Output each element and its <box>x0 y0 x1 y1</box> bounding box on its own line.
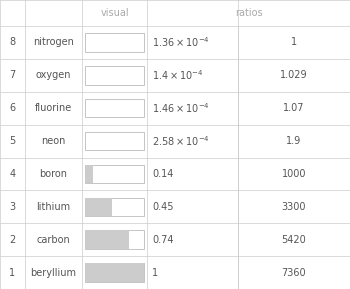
Text: 1: 1 <box>291 38 297 47</box>
Text: $1.46\times10^{-4}$: $1.46\times10^{-4}$ <box>152 101 210 115</box>
Bar <box>85 263 144 282</box>
Text: 1: 1 <box>152 268 158 277</box>
Text: boron: boron <box>39 169 67 179</box>
Bar <box>85 231 144 249</box>
Text: carbon: carbon <box>36 235 70 245</box>
Text: neon: neon <box>41 136 65 146</box>
Text: 0.45: 0.45 <box>152 202 174 212</box>
Text: 1.07: 1.07 <box>283 103 305 113</box>
Text: 4: 4 <box>9 169 15 179</box>
Bar <box>85 165 144 183</box>
Bar <box>85 263 144 282</box>
Text: 3300: 3300 <box>282 202 306 212</box>
Text: nitrogen: nitrogen <box>33 38 74 47</box>
Text: 3: 3 <box>9 202 15 212</box>
Bar <box>85 66 144 84</box>
Text: 8: 8 <box>9 38 15 47</box>
Text: 6: 6 <box>9 103 15 113</box>
Text: 0.74: 0.74 <box>152 235 174 245</box>
Text: 7360: 7360 <box>282 268 306 277</box>
Text: $2.58\times10^{-4}$: $2.58\times10^{-4}$ <box>152 134 210 148</box>
Text: 0.14: 0.14 <box>152 169 174 179</box>
Text: $1.36\times10^{-4}$: $1.36\times10^{-4}$ <box>152 36 210 49</box>
Bar <box>85 231 129 249</box>
Text: 1000: 1000 <box>282 169 306 179</box>
Bar <box>85 198 112 216</box>
Bar <box>85 132 144 150</box>
Text: 2: 2 <box>9 235 15 245</box>
Bar <box>85 165 93 183</box>
Text: 7: 7 <box>9 70 15 80</box>
Text: 1: 1 <box>9 268 15 277</box>
Text: ratios: ratios <box>235 8 262 18</box>
Text: $1.4\times10^{-4}$: $1.4\times10^{-4}$ <box>152 68 204 82</box>
Text: oxygen: oxygen <box>36 70 71 80</box>
Text: visual: visual <box>100 8 129 18</box>
Bar <box>85 198 144 216</box>
Text: 1.029: 1.029 <box>280 70 308 80</box>
Text: lithium: lithium <box>36 202 70 212</box>
Bar <box>85 99 144 117</box>
Text: fluorine: fluorine <box>35 103 72 113</box>
Text: beryllium: beryllium <box>30 268 76 277</box>
Text: 5: 5 <box>9 136 15 146</box>
Text: 5420: 5420 <box>282 235 306 245</box>
Text: 1.9: 1.9 <box>286 136 302 146</box>
Bar <box>85 33 144 52</box>
